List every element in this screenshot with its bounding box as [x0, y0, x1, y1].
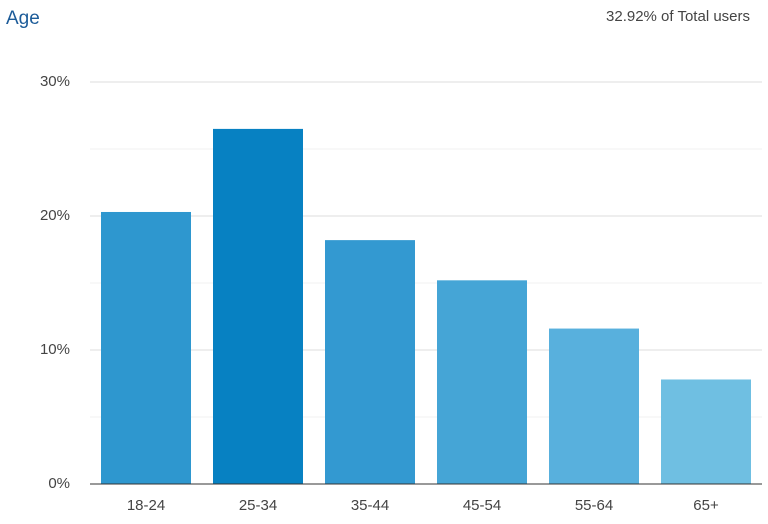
x-tick-label: 18-24: [127, 497, 165, 514]
y-tick-label: 20%: [40, 207, 70, 224]
y-tick-label: 0%: [48, 475, 70, 492]
chart-subtitle: 32.92% of Total users: [606, 8, 750, 25]
x-tick-label: 35-44: [351, 497, 389, 514]
chart-title: Age: [6, 8, 40, 29]
x-tick-label: 65+: [693, 497, 719, 514]
bar: [437, 280, 527, 484]
x-tick-label: 25-34: [239, 497, 277, 514]
x-tick-label: 45-54: [463, 497, 501, 514]
bar: [661, 379, 751, 484]
bar: [213, 128, 303, 484]
bar: [101, 211, 191, 485]
y-tick-label: 10%: [40, 341, 70, 358]
bar: [549, 328, 639, 484]
x-tick-label: 55-64: [575, 497, 613, 514]
bar: [325, 240, 415, 484]
y-tick-label: 30%: [40, 73, 70, 90]
